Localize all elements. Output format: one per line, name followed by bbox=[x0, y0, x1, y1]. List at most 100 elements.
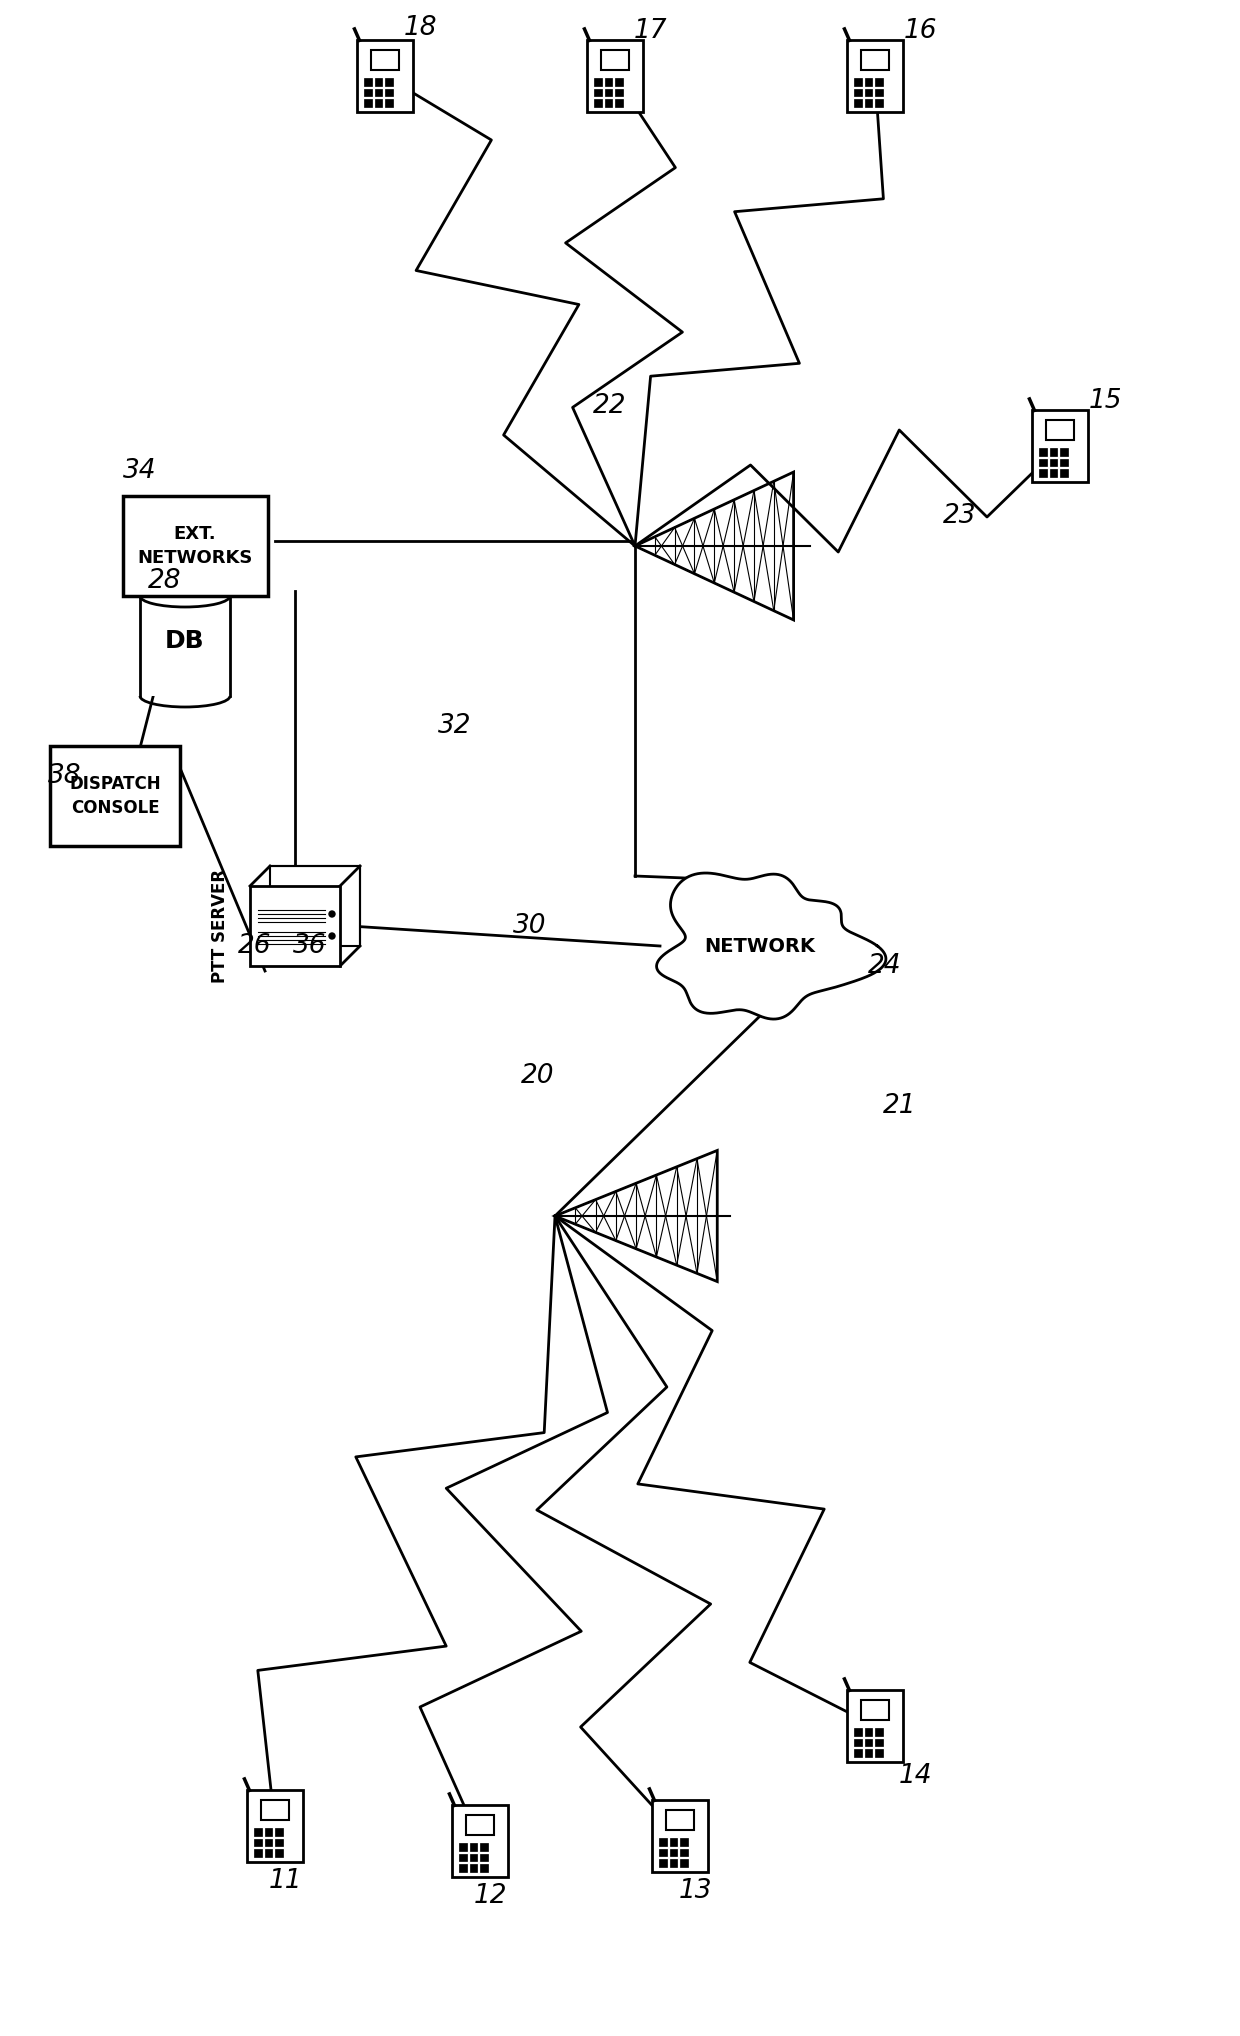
Text: 26: 26 bbox=[238, 932, 272, 959]
Bar bbox=[854, 77, 862, 86]
Bar bbox=[50, 745, 180, 847]
Bar bbox=[854, 100, 862, 106]
Bar bbox=[386, 77, 393, 86]
Bar bbox=[459, 1843, 467, 1851]
Bar bbox=[265, 1828, 273, 1836]
Bar bbox=[371, 51, 399, 71]
Bar bbox=[1060, 448, 1068, 456]
Bar bbox=[275, 1849, 283, 1857]
Bar bbox=[861, 51, 889, 71]
Text: 14: 14 bbox=[898, 1763, 931, 1790]
Text: 17: 17 bbox=[634, 18, 667, 45]
Text: 12: 12 bbox=[474, 1883, 507, 1910]
Bar bbox=[864, 1749, 873, 1757]
Text: 32: 32 bbox=[438, 713, 471, 739]
Text: 18: 18 bbox=[403, 14, 436, 41]
Bar bbox=[605, 77, 613, 86]
Bar bbox=[248, 1790, 303, 1861]
Bar bbox=[681, 1839, 688, 1847]
Circle shape bbox=[329, 932, 335, 939]
Bar bbox=[864, 1729, 873, 1737]
Bar bbox=[480, 1843, 487, 1851]
Bar bbox=[588, 41, 642, 112]
Text: 13: 13 bbox=[678, 1877, 712, 1904]
Bar bbox=[1060, 468, 1068, 476]
Bar bbox=[480, 1865, 487, 1871]
Bar bbox=[1039, 458, 1047, 466]
Text: 38: 38 bbox=[48, 764, 82, 790]
Text: 30: 30 bbox=[513, 912, 547, 939]
Bar bbox=[864, 77, 873, 86]
Bar bbox=[1050, 468, 1058, 476]
Text: 23: 23 bbox=[944, 503, 977, 529]
Text: EXT.
NETWORKS: EXT. NETWORKS bbox=[138, 525, 253, 566]
Bar bbox=[386, 100, 393, 106]
Text: 34: 34 bbox=[123, 458, 156, 485]
Bar bbox=[1060, 458, 1068, 466]
Bar bbox=[681, 1849, 688, 1857]
Ellipse shape bbox=[140, 584, 229, 607]
Text: 22: 22 bbox=[593, 393, 626, 419]
Bar bbox=[847, 1690, 903, 1761]
Bar bbox=[374, 100, 382, 106]
Polygon shape bbox=[656, 873, 885, 1020]
Bar bbox=[854, 1749, 862, 1757]
Bar bbox=[875, 1749, 883, 1757]
Bar bbox=[357, 41, 413, 112]
Bar bbox=[660, 1839, 667, 1847]
Bar bbox=[470, 1855, 477, 1861]
Bar bbox=[265, 1849, 273, 1857]
Bar bbox=[615, 100, 622, 106]
Bar bbox=[123, 497, 268, 597]
Bar bbox=[470, 1865, 477, 1871]
Bar bbox=[875, 1739, 883, 1747]
Bar bbox=[605, 90, 613, 96]
Text: 11: 11 bbox=[268, 1867, 301, 1893]
Bar bbox=[594, 90, 601, 96]
Bar bbox=[466, 1816, 495, 1834]
Bar bbox=[875, 100, 883, 106]
Bar bbox=[1039, 468, 1047, 476]
Text: DISPATCH
CONSOLE: DISPATCH CONSOLE bbox=[69, 776, 161, 816]
Bar bbox=[615, 90, 622, 96]
Bar bbox=[600, 51, 630, 71]
Bar bbox=[1033, 411, 1087, 483]
Bar bbox=[660, 1849, 667, 1857]
Bar bbox=[1039, 448, 1047, 456]
Bar bbox=[854, 90, 862, 96]
Bar bbox=[875, 90, 883, 96]
Bar bbox=[660, 1859, 667, 1867]
Bar bbox=[861, 1700, 889, 1720]
Bar bbox=[594, 77, 601, 86]
Bar bbox=[459, 1855, 467, 1861]
Bar bbox=[1045, 419, 1074, 440]
Bar bbox=[275, 1828, 283, 1836]
Text: DB: DB bbox=[165, 629, 205, 654]
Bar bbox=[275, 1839, 283, 1847]
Bar bbox=[254, 1828, 262, 1836]
Bar bbox=[605, 100, 613, 106]
Bar bbox=[265, 1839, 273, 1847]
Bar bbox=[365, 100, 372, 106]
Bar bbox=[1050, 448, 1058, 456]
Bar bbox=[386, 90, 393, 96]
Bar bbox=[374, 90, 382, 96]
Bar bbox=[847, 41, 903, 112]
Bar bbox=[250, 886, 340, 965]
Bar bbox=[652, 1800, 708, 1871]
Bar bbox=[260, 1800, 289, 1820]
Bar bbox=[1050, 458, 1058, 466]
Text: 16: 16 bbox=[903, 18, 936, 45]
Bar bbox=[480, 1855, 487, 1861]
Bar bbox=[875, 77, 883, 86]
Bar bbox=[470, 1843, 477, 1851]
Text: 36: 36 bbox=[293, 932, 327, 959]
Text: 15: 15 bbox=[1089, 389, 1122, 413]
Bar bbox=[594, 100, 601, 106]
Text: PTT SERVER: PTT SERVER bbox=[211, 869, 229, 983]
Bar bbox=[670, 1849, 677, 1857]
Text: NETWORK: NETWORK bbox=[704, 937, 816, 955]
Bar bbox=[670, 1859, 677, 1867]
Bar bbox=[615, 77, 622, 86]
Text: 24: 24 bbox=[868, 953, 901, 979]
